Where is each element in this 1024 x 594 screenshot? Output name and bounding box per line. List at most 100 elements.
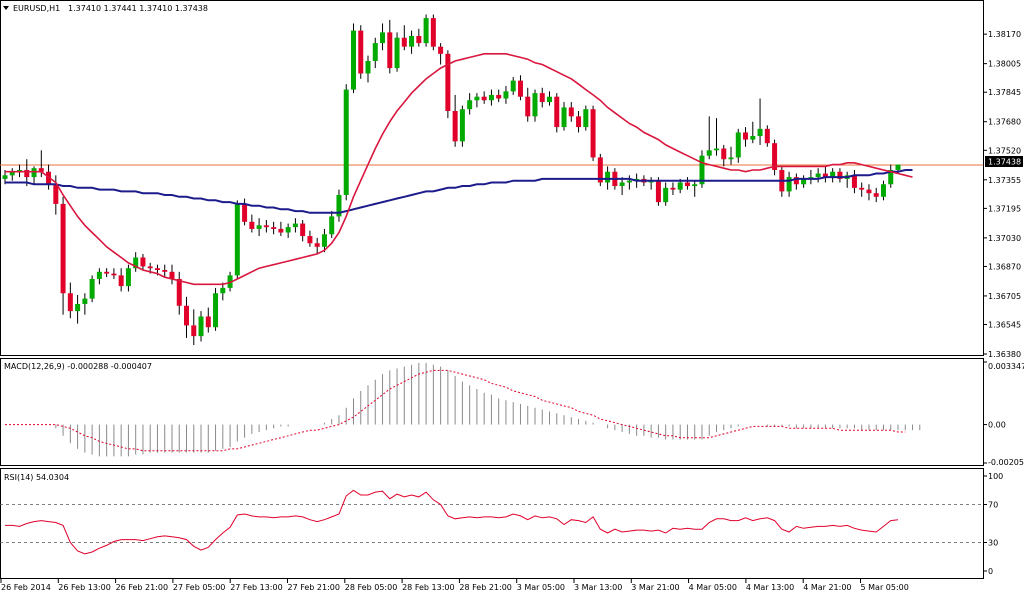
rsi-tick-label: 30 [988, 539, 998, 548]
candle-body [350, 30, 356, 90]
macd-tick-label: 0.00 [988, 421, 1006, 430]
candle-body [488, 94, 494, 101]
candle-body [677, 182, 683, 190]
candle-body [503, 91, 509, 99]
symbol-dropdown-icon[interactable] [3, 6, 9, 10]
candle-body [728, 157, 734, 160]
candle-body [321, 234, 327, 247]
candle-body [409, 35, 415, 47]
candle-body [249, 221, 255, 229]
candle-body [561, 107, 567, 128]
candle-body [859, 187, 865, 190]
macd-tick-label: 0.003347 [988, 362, 1024, 371]
candle-body [82, 298, 88, 304]
candle-body [111, 273, 117, 276]
candle-body [169, 271, 175, 279]
candle-body [329, 216, 335, 235]
candle-body [234, 203, 240, 276]
price-tick-label: 1.37030 [988, 234, 1021, 243]
slow-moving-average-line [5, 169, 913, 214]
candle-body [147, 266, 153, 269]
time-tick-label: 28 Feb 21:00 [459, 583, 511, 592]
candle-body [619, 182, 625, 187]
price-tick-label: 1.38005 [988, 60, 1021, 69]
price-tick-label: 1.36380 [988, 350, 1021, 359]
candle-body [525, 96, 531, 117]
candle-body [474, 96, 480, 101]
candle-body [568, 107, 574, 117]
candle-body [743, 132, 749, 140]
candle-body [815, 173, 821, 178]
candle-body [213, 293, 219, 328]
candle-body [242, 203, 248, 222]
rsi-tick-label: 100 [988, 472, 1003, 481]
candle-body [801, 178, 807, 185]
rsi-tick-label: 70 [988, 501, 998, 510]
candle-body [822, 173, 828, 178]
rsi-panel-frame [0, 468, 984, 579]
candle-body [895, 164, 901, 170]
candle-body [692, 184, 698, 187]
time-tick-label: 28 Feb 13:00 [402, 583, 454, 592]
time-tick-label: 3 Mar 05:00 [517, 583, 565, 592]
candle-body [764, 128, 770, 144]
candle-body [256, 225, 262, 229]
time-tick-label: 27 Feb 05:00 [173, 583, 225, 592]
candle-body [605, 171, 611, 183]
candle-body [38, 168, 44, 172]
price-tick-label: 1.37195 [988, 204, 1021, 213]
candle-body [67, 293, 73, 312]
candle-body [663, 187, 669, 203]
candle-body [445, 53, 451, 111]
candle-body [285, 227, 291, 233]
candle-body [17, 169, 23, 172]
candle-body [438, 46, 444, 54]
candle-body [133, 257, 139, 269]
candle-body [401, 37, 407, 47]
candle-body [416, 35, 422, 44]
candle-body [278, 228, 284, 233]
candle-body [300, 223, 306, 237]
price-tick-label: 1.36545 [988, 321, 1021, 330]
candle-body [699, 155, 705, 185]
candle-body [786, 177, 792, 192]
candle-body [343, 89, 349, 195]
candle-body [713, 148, 719, 151]
time-tick-label: 4 Mar 05:00 [689, 583, 737, 592]
candle-body [539, 93, 545, 103]
candle-body [721, 148, 727, 160]
candle-body [837, 171, 843, 179]
price-tick-label: 1.36705 [988, 292, 1021, 301]
candle-body [496, 94, 502, 99]
ohlc-header: 1.37410 1.37441 1.37410 1.37438 [68, 4, 208, 13]
candle-body [554, 96, 560, 128]
candle-body [118, 275, 124, 287]
candle-body [430, 18, 436, 47]
candle-body [380, 32, 386, 44]
candle-body [314, 243, 320, 247]
candle-body [394, 37, 400, 69]
rsi-header: RSI(14) 54.0304 [4, 473, 69, 482]
candle-body [162, 270, 168, 272]
candle-body [176, 278, 182, 306]
candle-body [517, 80, 523, 97]
candle-body [31, 168, 37, 178]
candle-body [793, 177, 799, 185]
candle-body [888, 169, 894, 185]
candle-body [387, 32, 393, 69]
time-tick-label: 26 Feb 2014 [1, 583, 51, 592]
candle-body [140, 257, 146, 267]
fast-moving-average-line [5, 52, 913, 286]
candle-body [358, 30, 364, 74]
time-tick-label: 3 Mar 13:00 [574, 583, 622, 592]
symbol-header: EURUSD,H1 [13, 4, 60, 13]
price-tick-label: 1.37680 [988, 118, 1021, 127]
time-tick-label: 4 Mar 21:00 [803, 583, 851, 592]
macd-tick-label: -0.002056 [988, 458, 1024, 467]
candle-body [423, 18, 429, 44]
rsi-tick-label: 0 [988, 567, 993, 576]
time-tick-label: 3 Mar 21:00 [631, 583, 679, 592]
candle-body [292, 223, 298, 228]
